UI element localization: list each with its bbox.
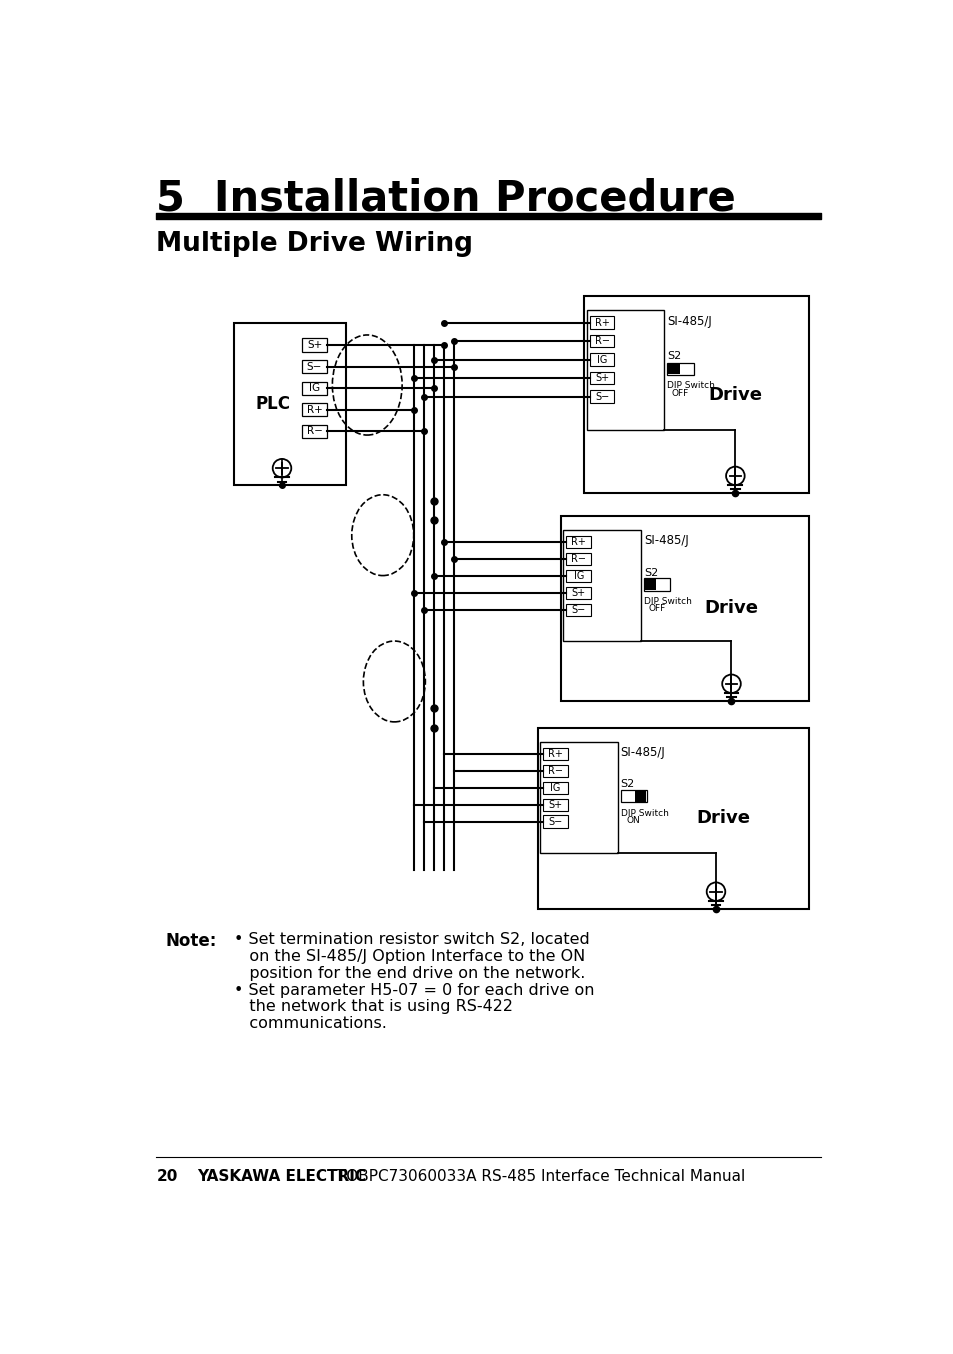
Text: Note:: Note: (166, 932, 217, 949)
Text: 5  Installation Procedure: 5 Installation Procedure (156, 177, 736, 219)
Text: S+: S+ (307, 340, 322, 349)
FancyBboxPatch shape (233, 324, 346, 485)
Text: ON: ON (626, 816, 640, 825)
Text: R+: R+ (548, 749, 562, 758)
Text: the network that is using RS-422: the network that is using RS-422 (233, 999, 513, 1014)
Text: S2: S2 (666, 351, 680, 362)
Text: TOBPC73060033A RS-485 Interface Technical Manual: TOBPC73060033A RS-485 Interface Technica… (332, 1169, 745, 1183)
FancyBboxPatch shape (302, 382, 327, 394)
FancyBboxPatch shape (634, 791, 645, 802)
FancyBboxPatch shape (566, 570, 591, 582)
Text: R−: R− (306, 427, 322, 436)
Text: on the SI-485/J Option Interface to the ON: on the SI-485/J Option Interface to the … (233, 949, 584, 964)
Text: IG: IG (573, 571, 583, 581)
Text: OFF: OFF (648, 604, 665, 613)
Text: Drive: Drive (696, 810, 750, 827)
Text: S+: S+ (595, 374, 609, 383)
Text: SI-485/J: SI-485/J (620, 746, 665, 760)
Text: IG: IG (309, 383, 320, 393)
FancyBboxPatch shape (539, 742, 617, 853)
FancyBboxPatch shape (542, 815, 567, 827)
FancyBboxPatch shape (302, 338, 327, 352)
Text: PLC: PLC (255, 395, 291, 413)
FancyBboxPatch shape (542, 747, 567, 760)
Text: IG: IG (550, 783, 560, 792)
FancyBboxPatch shape (667, 363, 679, 374)
Text: R+: R+ (571, 538, 586, 547)
FancyBboxPatch shape (542, 781, 567, 793)
Text: R−: R− (594, 336, 609, 347)
Text: R+: R+ (594, 318, 609, 328)
Text: communications.: communications. (233, 1017, 386, 1032)
FancyBboxPatch shape (542, 765, 567, 777)
Text: Drive: Drive (708, 386, 761, 403)
FancyBboxPatch shape (644, 580, 656, 590)
Text: R−: R− (571, 554, 586, 565)
Text: DIP Switch: DIP Switch (643, 597, 691, 605)
Text: S2: S2 (643, 567, 658, 578)
Text: • Set termination resistor switch S2, located: • Set termination resistor switch S2, lo… (233, 932, 589, 946)
Text: OFF: OFF (671, 389, 688, 398)
FancyBboxPatch shape (666, 363, 693, 375)
Text: S−: S− (595, 391, 609, 402)
Text: DIP Switch: DIP Switch (666, 382, 715, 390)
FancyBboxPatch shape (589, 372, 614, 385)
Text: S−: S− (548, 816, 562, 826)
Text: R+: R+ (306, 405, 322, 414)
Text: R−: R− (548, 766, 562, 776)
Text: SI-485/J: SI-485/J (643, 535, 688, 547)
FancyBboxPatch shape (583, 297, 808, 493)
FancyBboxPatch shape (566, 552, 591, 565)
Text: S+: S+ (548, 800, 562, 810)
FancyBboxPatch shape (566, 536, 591, 548)
FancyBboxPatch shape (542, 799, 567, 811)
FancyBboxPatch shape (589, 317, 614, 329)
Text: SI-485/J: SI-485/J (666, 315, 711, 328)
FancyBboxPatch shape (302, 425, 327, 437)
Text: Multiple Drive Wiring: Multiple Drive Wiring (156, 232, 473, 257)
FancyBboxPatch shape (302, 360, 327, 374)
FancyBboxPatch shape (560, 516, 808, 701)
Text: S−: S− (307, 362, 322, 371)
Text: YASKAWA ELECTRIC: YASKAWA ELECTRIC (196, 1169, 365, 1183)
FancyBboxPatch shape (643, 578, 670, 590)
FancyBboxPatch shape (620, 789, 646, 803)
Text: position for the end drive on the network.: position for the end drive on the networ… (233, 965, 585, 980)
FancyBboxPatch shape (562, 529, 640, 642)
FancyBboxPatch shape (589, 334, 614, 347)
Text: Drive: Drive (703, 600, 758, 617)
FancyBboxPatch shape (589, 353, 614, 366)
Text: S+: S+ (571, 588, 585, 598)
FancyBboxPatch shape (586, 310, 663, 429)
FancyBboxPatch shape (589, 390, 614, 402)
Text: 20: 20 (156, 1169, 177, 1183)
FancyBboxPatch shape (537, 727, 808, 909)
FancyBboxPatch shape (302, 403, 327, 416)
Text: DIP Switch: DIP Switch (620, 808, 668, 818)
Text: IG: IG (597, 355, 607, 364)
FancyBboxPatch shape (566, 586, 591, 598)
Text: S2: S2 (620, 780, 635, 789)
Text: S−: S− (571, 605, 585, 615)
Text: • Set parameter H5-07 = 0 for each drive on: • Set parameter H5-07 = 0 for each drive… (233, 983, 594, 998)
FancyBboxPatch shape (566, 604, 591, 616)
